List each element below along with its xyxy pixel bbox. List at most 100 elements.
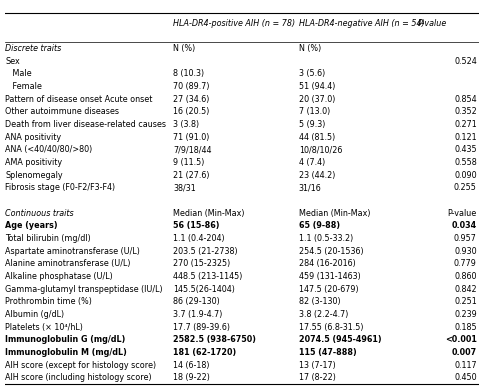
Text: Male: Male (5, 69, 32, 78)
Text: 0.435: 0.435 (454, 145, 477, 154)
Text: Immunoglobulin M (mg/dL): Immunoglobulin M (mg/dL) (5, 348, 127, 357)
Text: 0.854: 0.854 (454, 95, 477, 104)
Text: 23 (44.2): 23 (44.2) (299, 170, 335, 179)
Text: P-value: P-value (448, 209, 477, 218)
Text: 181 (62-1720): 181 (62-1720) (173, 348, 237, 357)
Text: 65 (9-88): 65 (9-88) (299, 221, 340, 230)
Text: 254.5 (20-1536): 254.5 (20-1536) (299, 247, 363, 256)
Text: Platelets (× 10⁴/hL): Platelets (× 10⁴/hL) (5, 323, 83, 332)
Text: AIH score (including histology score): AIH score (including histology score) (5, 373, 152, 382)
Text: 284 (16-2016): 284 (16-2016) (299, 259, 356, 268)
Text: Age (years): Age (years) (5, 221, 58, 230)
Text: 5 (9.3): 5 (9.3) (299, 120, 325, 129)
Text: 3 (5.6): 3 (5.6) (299, 69, 325, 78)
Text: Aspartate aminotransferase (U/L): Aspartate aminotransferase (U/L) (5, 247, 140, 256)
Text: 0.450: 0.450 (454, 373, 477, 382)
Text: 145.5(26-1404): 145.5(26-1404) (173, 285, 235, 294)
Text: 0.524: 0.524 (454, 57, 477, 66)
Text: 0.860: 0.860 (454, 272, 477, 281)
Text: Albumin (g/dL): Albumin (g/dL) (5, 310, 64, 319)
Text: 0.271: 0.271 (454, 120, 477, 129)
Text: 17.55 (6.8-31.5): 17.55 (6.8-31.5) (299, 323, 363, 332)
Text: 71 (91.0): 71 (91.0) (173, 133, 210, 142)
Text: AIH score (except for histology score): AIH score (except for histology score) (5, 361, 156, 369)
Text: 203.5 (21-2738): 203.5 (21-2738) (173, 247, 238, 256)
Text: 0.255: 0.255 (454, 183, 477, 192)
Text: <0.001: <0.001 (445, 335, 477, 344)
Text: 8 (10.3): 8 (10.3) (173, 69, 204, 78)
Text: 115 (47-888): 115 (47-888) (299, 348, 357, 357)
Text: Alkaline phosphatase (U/L): Alkaline phosphatase (U/L) (5, 272, 113, 281)
Text: Discrete traits: Discrete traits (5, 44, 61, 53)
Text: 3 (3.8): 3 (3.8) (173, 120, 199, 129)
Text: 9 (11.5): 9 (11.5) (173, 158, 205, 167)
Text: 448.5 (213-1145): 448.5 (213-1145) (173, 272, 242, 281)
Text: 18 (9-22): 18 (9-22) (173, 373, 210, 382)
Text: 10/8/10/26: 10/8/10/26 (299, 145, 342, 154)
Text: Fibrosis stage (F0-F2/F3-F4): Fibrosis stage (F0-F2/F3-F4) (5, 183, 116, 192)
Text: 4 (7.4): 4 (7.4) (299, 158, 325, 167)
Text: P-value: P-value (418, 19, 447, 28)
Text: 17.7 (89-39.6): 17.7 (89-39.6) (173, 323, 230, 332)
Text: Continuous traits: Continuous traits (5, 209, 74, 218)
Text: 0.034: 0.034 (452, 221, 477, 230)
Text: N (%): N (%) (173, 44, 196, 53)
Text: Sex: Sex (5, 57, 20, 66)
Text: 0.957: 0.957 (454, 234, 477, 243)
Text: 0.352: 0.352 (454, 108, 477, 117)
Text: Female: Female (5, 82, 42, 91)
Text: 0.251: 0.251 (454, 297, 477, 306)
Text: 0.779: 0.779 (454, 259, 477, 268)
Text: 0.558: 0.558 (454, 158, 477, 167)
Text: Immunoglobulin G (mg/dL): Immunoglobulin G (mg/dL) (5, 335, 126, 344)
Text: 0.090: 0.090 (454, 170, 477, 179)
Text: 16 (20.5): 16 (20.5) (173, 108, 210, 117)
Text: 1.1 (0.5-33.2): 1.1 (0.5-33.2) (299, 234, 353, 243)
Text: 13 (7-17): 13 (7-17) (299, 361, 336, 369)
Text: 56 (15-86): 56 (15-86) (173, 221, 220, 230)
Text: Alanine aminotransferase (U/L): Alanine aminotransferase (U/L) (5, 259, 131, 268)
Text: 0.239: 0.239 (454, 310, 477, 319)
Text: Pattern of disease onset Acute onset: Pattern of disease onset Acute onset (5, 95, 152, 104)
Text: 3.7 (1.9-4.7): 3.7 (1.9-4.7) (173, 310, 223, 319)
Text: 3.8 (2.2-4.7): 3.8 (2.2-4.7) (299, 310, 348, 319)
Text: 459 (131-1463): 459 (131-1463) (299, 272, 361, 281)
Text: 0.930: 0.930 (454, 247, 477, 256)
Text: 7/9/18/44: 7/9/18/44 (173, 145, 212, 154)
Text: 14 (6-18): 14 (6-18) (173, 361, 210, 369)
Text: 82 (3-130): 82 (3-130) (299, 297, 341, 306)
Text: Splenomegaly: Splenomegaly (5, 170, 63, 179)
Text: 51 (94.4): 51 (94.4) (299, 82, 335, 91)
Text: Prothrombin time (%): Prothrombin time (%) (5, 297, 92, 306)
Text: 44 (81.5): 44 (81.5) (299, 133, 335, 142)
Text: 70 (89.7): 70 (89.7) (173, 82, 210, 91)
Text: Other autoimmune diseases: Other autoimmune diseases (5, 108, 120, 117)
Text: 31/16: 31/16 (299, 183, 322, 192)
Text: Total bilirubin (mg/dl): Total bilirubin (mg/dl) (5, 234, 91, 243)
Text: 0.117: 0.117 (454, 361, 477, 369)
Text: Death from liver disease-related causes: Death from liver disease-related causes (5, 120, 166, 129)
Text: 21 (27.6): 21 (27.6) (173, 170, 210, 179)
Text: 27 (34.6): 27 (34.6) (173, 95, 210, 104)
Text: 270 (15-2325): 270 (15-2325) (173, 259, 230, 268)
Text: AMA positivity: AMA positivity (5, 158, 62, 167)
Text: 0.185: 0.185 (454, 323, 477, 332)
Text: N (%): N (%) (299, 44, 321, 53)
Text: 86 (29-130): 86 (29-130) (173, 297, 220, 306)
Text: 2582.5 (938-6750): 2582.5 (938-6750) (173, 335, 256, 344)
Text: 1.1 (0.4-204): 1.1 (0.4-204) (173, 234, 225, 243)
Text: 2074.5 (945-4961): 2074.5 (945-4961) (299, 335, 381, 344)
Text: 7 (13.0): 7 (13.0) (299, 108, 330, 117)
Text: 38/31: 38/31 (173, 183, 196, 192)
Text: ANA positivity: ANA positivity (5, 133, 61, 142)
Text: HLA-DR4-positive AIH (n = 78): HLA-DR4-positive AIH (n = 78) (173, 19, 295, 28)
Text: Median (Min-Max): Median (Min-Max) (299, 209, 370, 218)
Text: 20 (37.0): 20 (37.0) (299, 95, 335, 104)
Text: 147.5 (20-679): 147.5 (20-679) (299, 285, 359, 294)
Text: Median (Min-Max): Median (Min-Max) (173, 209, 245, 218)
Text: 0.007: 0.007 (452, 348, 477, 357)
Text: ANA (<40/40/80/>80): ANA (<40/40/80/>80) (5, 145, 92, 154)
Text: 17 (8-22): 17 (8-22) (299, 373, 336, 382)
Text: HLA-DR4-negative AIH (n = 54): HLA-DR4-negative AIH (n = 54) (299, 19, 424, 28)
Text: 0.121: 0.121 (454, 133, 477, 142)
